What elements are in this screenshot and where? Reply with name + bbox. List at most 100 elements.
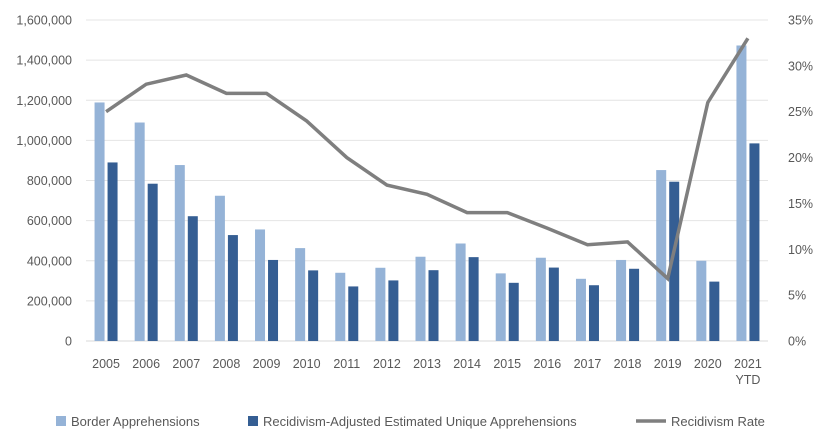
x-tick-label: 2010 (293, 357, 321, 371)
y-right-tick-label: 25% (788, 105, 813, 119)
bar-recidivism-adjusted-8 (428, 270, 439, 341)
y-left-tick-label: 0 (65, 335, 72, 349)
bar-recidivism-adjusted-15 (709, 281, 720, 341)
bar-border-apprehensions-9 (455, 243, 466, 341)
bar-border-apprehensions-13 (616, 259, 627, 341)
bar-recidivism-adjusted-16 (749, 143, 760, 341)
bar-recidivism-adjusted-6 (348, 286, 359, 341)
bar-border-apprehensions-11 (535, 257, 546, 341)
y-right-tick-label: 30% (788, 59, 813, 73)
bar-border-apprehensions-1 (134, 122, 145, 341)
x-tick-label: 2021 YTD (734, 357, 762, 387)
bar-recidivism-adjusted-10 (508, 282, 519, 341)
bar-recidivism-adjusted-11 (548, 267, 559, 341)
bar-border-apprehensions-12 (575, 278, 586, 341)
line-recidivism-rate (105, 37, 750, 282)
y-left-tick-label: 600,000 (27, 214, 72, 228)
gridlines (86, 19, 768, 342)
x-tick-label-line: 2018 (614, 357, 642, 371)
x-tick-label: 2017 (574, 357, 602, 371)
bar-recidivism-adjusted-7 (388, 280, 399, 341)
x-tick-label: 2011 (333, 357, 360, 371)
legend-swatch-1 (248, 416, 258, 426)
legend-swatch-0 (56, 416, 66, 426)
x-tick-label-line: 2010 (293, 357, 321, 371)
y-right-tick-label: 15% (788, 197, 813, 211)
x-tick-label-line: 2020 (694, 357, 722, 371)
line-series (105, 37, 750, 282)
x-tick-label: 2013 (413, 357, 441, 371)
bar-recidivism-adjusted-5 (308, 270, 319, 341)
x-tick-label: 2020 (694, 357, 722, 371)
bar-border-apprehensions-7 (375, 267, 386, 341)
bar-border-apprehensions-4 (255, 229, 266, 341)
bar-recidivism-adjusted-14 (669, 181, 680, 341)
bar-border-apprehensions-15 (696, 260, 707, 341)
x-tick-label-line: 2008 (213, 357, 241, 371)
x-tick-label-line: 2015 (493, 357, 521, 371)
legend-label-2: Recidivism Rate (671, 414, 765, 429)
bar-border-apprehensions-5 (295, 248, 306, 341)
legend-label-0: Border Apprehensions (71, 414, 200, 429)
y-right-tick-label: 10% (788, 243, 813, 257)
bar-border-apprehensions-16 (736, 45, 747, 342)
x-tick-label: 2009 (253, 357, 281, 371)
x-tick-label-line: 2021 (734, 357, 762, 371)
x-tick-label-line: 2006 (132, 357, 160, 371)
x-tick-label: 2012 (373, 357, 401, 371)
bar-recidivism-adjusted-12 (588, 285, 599, 341)
bar-recidivism-adjusted-2 (187, 216, 198, 341)
bar-border-apprehensions-10 (495, 273, 506, 341)
x-tick-label-line: 2019 (654, 357, 682, 371)
y-right-tick-label: 5% (788, 289, 806, 303)
x-axis: 2005 2006 2007 2008 2009 2010 2011 2012 2013 2014… (92, 357, 762, 387)
x-tick-label-line: 2007 (172, 357, 200, 371)
x-tick-label-line: 2017 (574, 357, 602, 371)
bar-recidivism-adjusted-13 (629, 268, 640, 341)
legend-label-1: Recidivism-Adjusted Estimated Unique App… (263, 414, 577, 429)
x-tick-label-line: YTD (735, 373, 760, 387)
bar-border-apprehensions-2 (174, 165, 185, 341)
x-tick-label: 2016 (533, 357, 561, 371)
y-left-tick-label: 1,200,000 (16, 94, 72, 108)
y-left-tick-label: 1,600,000 (16, 14, 72, 28)
x-tick-label: 2014 (453, 357, 481, 371)
y-axis-right: 0% 5% 10% 15% 20% 25% 30% 35% (788, 14, 813, 349)
x-tick-label-line: 2009 (253, 357, 281, 371)
bar-recidivism-adjusted-0 (107, 162, 118, 341)
x-tick-label: 2005 (92, 357, 120, 371)
x-tick-label-line: 2011 (333, 357, 360, 371)
x-tick-label: 2018 (614, 357, 642, 371)
x-tick-label: 2015 (493, 357, 521, 371)
y-left-tick-label: 800,000 (27, 174, 72, 188)
y-left-tick-label: 1,400,000 (16, 54, 72, 68)
y-right-tick-label: 35% (788, 14, 813, 28)
y-axis-left: 0 200,000 400,000 600,000 800,000 1,000,000 1,… (16, 14, 72, 349)
x-tick-label-line: 2013 (413, 357, 441, 371)
x-tick-label: 2008 (213, 357, 241, 371)
y-left-tick-label: 400,000 (27, 254, 72, 268)
bar-border-apprehensions-8 (415, 256, 426, 341)
bar-recidivism-adjusted-1 (147, 183, 158, 341)
x-tick-label-line: 2016 (533, 357, 561, 371)
bar-border-apprehensions-14 (656, 170, 667, 341)
y-right-tick-label: 20% (788, 151, 813, 165)
x-tick-label-line: 2014 (453, 357, 481, 371)
x-tick-label: 2007 (172, 357, 200, 371)
x-tick-label-line: 2005 (92, 357, 120, 371)
x-tick-label: 2006 (132, 357, 160, 371)
y-right-tick-label: 0% (788, 335, 806, 349)
bar-recidivism-adjusted-4 (268, 259, 279, 341)
bar-recidivism-adjusted-9 (468, 257, 479, 341)
bar-border-apprehensions-0 (94, 102, 105, 341)
legend: Border Apprehensions Recidivism-Adjusted … (56, 414, 765, 429)
bar-border-apprehensions-3 (214, 195, 225, 341)
bars (94, 45, 760, 342)
bar-recidivism-adjusted-3 (227, 235, 238, 341)
y-left-tick-label: 1,000,000 (16, 134, 72, 148)
y-left-tick-label: 200,000 (27, 294, 72, 308)
x-tick-label-line: 2012 (373, 357, 401, 371)
bar-border-apprehensions-6 (335, 272, 346, 341)
